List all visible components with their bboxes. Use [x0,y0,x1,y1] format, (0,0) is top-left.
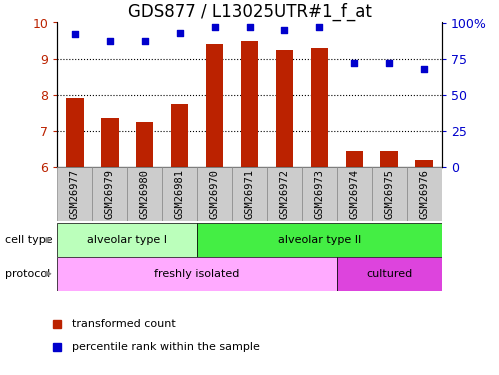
Point [385,60,393,66]
Bar [171,104,189,167]
Point [350,60,358,66]
Text: GSM26979: GSM26979 [105,169,115,219]
Point [106,38,114,44]
Point [246,24,253,30]
Bar [57,223,197,257]
Bar [136,122,154,167]
Point [176,30,184,36]
Text: alveolar type I: alveolar type I [87,235,167,245]
Bar [92,167,127,221]
Bar [415,160,433,167]
Point [141,38,149,44]
Text: GSM26973: GSM26973 [314,169,324,219]
Bar [57,257,337,291]
Bar [197,223,442,257]
Text: transformed count: transformed count [72,320,176,329]
Bar [267,167,302,221]
Point [420,66,428,72]
Text: GSM26974: GSM26974 [349,169,359,219]
Point [280,27,288,33]
Bar [206,44,224,167]
Title: GDS877 / L13025UTR#1_f_at: GDS877 / L13025UTR#1_f_at [128,3,371,21]
Bar [101,118,119,167]
Text: freshly isolated: freshly isolated [154,269,240,279]
Bar [337,257,442,291]
Text: GSM26972: GSM26972 [279,169,289,219]
Point [315,24,323,30]
Bar [241,40,258,167]
Bar [197,167,232,221]
Bar [66,98,84,167]
Text: GSM26980: GSM26980 [140,169,150,219]
Point [211,24,219,30]
Text: percentile rank within the sample: percentile rank within the sample [72,342,260,352]
Text: GSM26977: GSM26977 [70,169,80,219]
Bar [407,167,442,221]
Text: GSM26976: GSM26976 [419,169,429,219]
Text: GSM26981: GSM26981 [175,169,185,219]
Bar [162,167,197,221]
Point [71,31,79,37]
Bar [127,167,162,221]
Text: cell type: cell type [5,235,52,245]
Bar [345,151,363,167]
Bar [275,50,293,167]
Text: protocol: protocol [5,269,50,279]
Bar [57,167,92,221]
Bar [302,167,337,221]
Bar [337,167,372,221]
Bar [232,167,267,221]
Bar [380,151,398,167]
Text: GSM26975: GSM26975 [384,169,394,219]
Text: GSM26971: GSM26971 [245,169,254,219]
Text: alveolar type II: alveolar type II [278,235,361,245]
Text: cultured: cultured [366,269,412,279]
Bar [310,48,328,167]
Bar [372,167,407,221]
Text: GSM26970: GSM26970 [210,169,220,219]
